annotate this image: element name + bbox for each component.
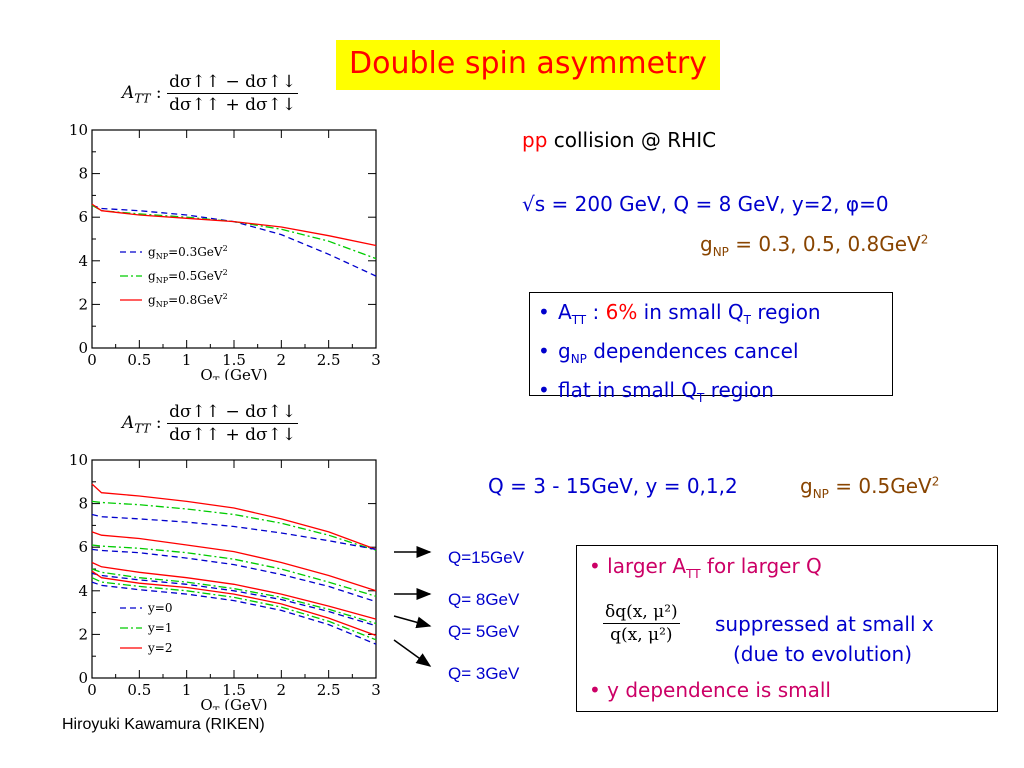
series-line [91, 531, 377, 592]
series-line [91, 204, 377, 277]
x-tick-label: 2.5 [317, 351, 341, 369]
y-tick-label: 4 [78, 582, 88, 600]
series-line [91, 544, 377, 597]
y-tick-label: 2 [78, 625, 88, 643]
chart-q-y-dependence: 0 0.5 1 1.5 2 2.5 3 0 2 4 6 8 10 QT (GeV) y=0 y=1 y=2 [69, 451, 381, 710]
y-tick-label: 8 [78, 165, 88, 183]
evolution-text: (due to evolution) [733, 642, 912, 666]
x-tick-label: 2 [277, 681, 287, 699]
formula-label: ATT [122, 413, 151, 436]
q-arrows [393, 546, 432, 667]
series-line [91, 513, 377, 551]
legend-label: gNP=0.8GeV2 [148, 292, 228, 309]
formula-fraction: dσ↑↑ − dσ↑↓ dσ↑↑ + dσ↑↓ [167, 72, 299, 115]
y-tick-label: 6 [78, 208, 88, 226]
series-line [91, 572, 377, 627]
series-line [91, 581, 377, 645]
legend-label: y=1 [147, 621, 172, 635]
series-line [91, 568, 377, 625]
series-line [91, 548, 377, 603]
x-tick-label: 0.5 [127, 681, 151, 699]
y-tick-label: 6 [78, 538, 88, 556]
asymmetry-formula-top: ATT : dσ↑↑ − dσ↑↓ dσ↑↑ + dσ↑↓ [122, 72, 299, 115]
arrow-q5 [393, 615, 432, 629]
suppressed-text: suppressed at small x [715, 612, 934, 636]
plot-frame [91, 129, 377, 349]
formula-label: ATT [122, 83, 151, 106]
legend-label: gNP=0.5GeV2 [148, 268, 228, 285]
list-item: • y dependence is small [589, 678, 831, 702]
series-line [91, 577, 377, 641]
series-line [91, 570, 377, 637]
x-tick-label: 0 [87, 681, 97, 699]
y-tick-label: 10 [69, 451, 88, 469]
gnp-value-2: gNP = 0.5GeV2 [800, 474, 940, 501]
series-line [91, 203, 377, 247]
list-item: • larger ATT for larger Q [589, 554, 822, 581]
y-tick-label: 0 [78, 669, 88, 687]
x-tick-label: 1.5 [222, 681, 246, 699]
plot-frame [91, 459, 377, 679]
q-label-8: Q= 8GeV [448, 590, 520, 609]
gnp-values: gNP = 0.3, 0.5, 0.8GeV2 [700, 232, 929, 259]
range-line: Q = 3 - 15GeV, y = 0,1,2 [488, 474, 738, 498]
x-tick-label: 1 [182, 351, 192, 369]
legend-label: gNP=0.3GeV2 [148, 244, 228, 261]
x-tick-label: 0 [87, 351, 97, 369]
x-tick-label: 1.5 [222, 351, 246, 369]
y-tick-label: 4 [78, 252, 88, 270]
collision-heading: pp collision @ RHIC [522, 128, 717, 152]
x-axis-label: QT (GeV) [200, 366, 267, 380]
legend-label: y=2 [147, 641, 172, 655]
series-line [91, 561, 377, 620]
y-tick-label: 2 [78, 295, 88, 313]
slide-title: Double spin asymmetry [349, 46, 707, 81]
formula-denominator: dσ↑↑ + dσ↑↓ [169, 95, 297, 115]
kinematics-line: √s = 200 GeV, Q = 8 GeV, y=2, φ=0 [522, 192, 889, 216]
q-label-5: Q= 5GeV [448, 622, 520, 641]
x-tick-label: 3 [371, 681, 381, 699]
y-tick-label: 10 [69, 121, 88, 139]
legend-label: y=0 [147, 601, 172, 615]
asymmetry-formula-bottom: ATT : dσ↑↑ − dσ↑↓ dσ↑↑ + dσ↑↓ [122, 402, 299, 445]
summary-box-1: • ATT : 6% in small QT region • gNP depend… [529, 292, 893, 405]
formula-fraction: dσ↑↑ − dσ↑↓ dσ↑↑ + dσ↑↓ [167, 402, 299, 445]
list-item: • gNP dependences cancel [538, 339, 799, 366]
y-tick-label: 8 [78, 495, 88, 513]
delta-q-fraction: δq(x, μ²) q(x, μ²) [603, 602, 680, 645]
x-tick-label: 0.5 [127, 351, 151, 369]
formula-numerator: dσ↑↑ − dσ↑↓ [167, 72, 299, 94]
series-line [91, 483, 377, 551]
author-credit: Hiroyuki Kawamura (RIKEN) [62, 716, 265, 733]
title-banner: Double spin asymmetry [336, 40, 720, 90]
delta-q-denominator: q(x, μ²) [610, 625, 673, 645]
list-item: • ATT : 6% in small QT region [538, 300, 821, 327]
x-tick-label: 2.5 [317, 681, 341, 699]
summary-box-2: • larger ATT for larger Q δq(x, μ²) q(x,… [576, 545, 998, 712]
list-item: • flat in small QT region [538, 378, 774, 405]
chart-gnp-dependence: 0 0.5 1 1.5 2 2.5 3 0 2 4 6 8 10 QT (GeV) gNP=0.3GeV2 g… [69, 121, 381, 380]
q-label-15: Q=15GeV [448, 548, 525, 567]
x-tick-label: 2 [277, 351, 287, 369]
y-tick-label: 0 [78, 339, 88, 357]
x-axis-label: QT (GeV) [200, 696, 267, 710]
x-tick-label: 3 [371, 351, 381, 369]
q-label-3: Q= 3GeV [448, 664, 520, 683]
formula-numerator: dσ↑↑ − dσ↑↓ [167, 402, 299, 424]
x-tick-label: 1 [182, 681, 192, 699]
series-line [91, 500, 377, 552]
delta-q-numerator: δq(x, μ²) [603, 602, 680, 624]
arrow-q3 [393, 639, 432, 667]
formula-denominator: dσ↑↑ + dσ↑↓ [169, 425, 297, 445]
